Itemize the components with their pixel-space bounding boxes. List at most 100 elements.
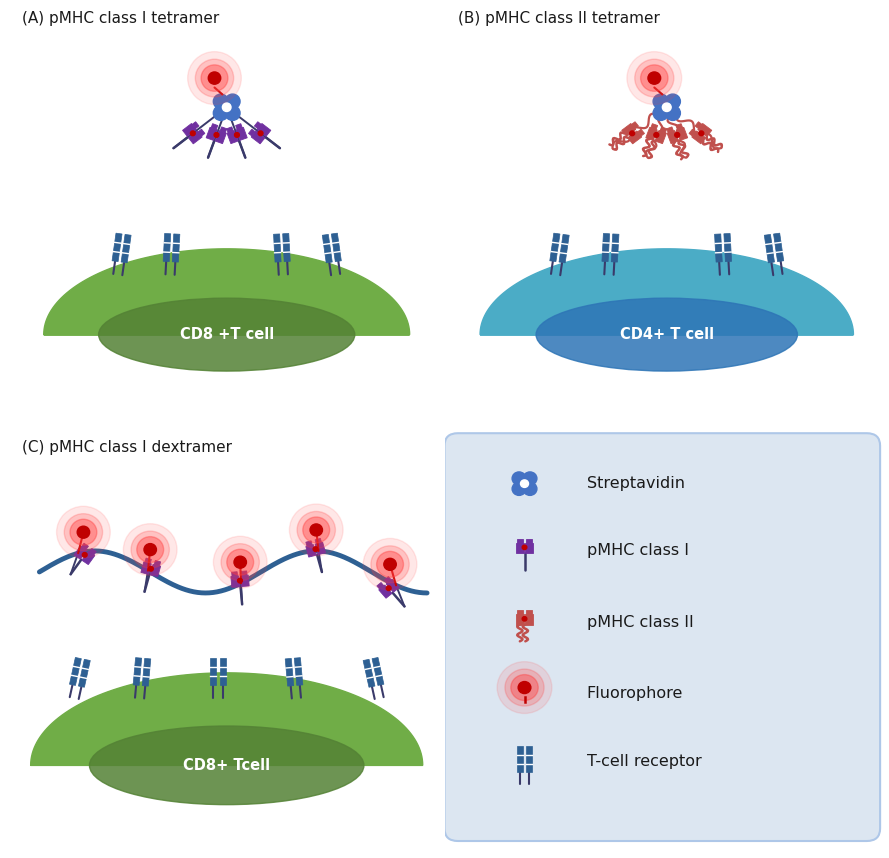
Circle shape <box>629 131 635 136</box>
Text: Fluorophore: Fluorophore <box>587 686 683 701</box>
Circle shape <box>227 549 253 575</box>
Text: pMHC class II: pMHC class II <box>587 615 693 630</box>
Circle shape <box>225 94 240 109</box>
Circle shape <box>653 94 669 109</box>
Circle shape <box>522 617 527 621</box>
Polygon shape <box>315 542 325 555</box>
Circle shape <box>222 103 231 112</box>
Circle shape <box>364 539 417 590</box>
Polygon shape <box>69 657 82 686</box>
Polygon shape <box>549 233 560 262</box>
Circle shape <box>208 72 220 84</box>
Polygon shape <box>372 657 384 686</box>
Circle shape <box>512 482 526 495</box>
Polygon shape <box>323 234 332 263</box>
Polygon shape <box>220 658 226 686</box>
Polygon shape <box>621 124 636 136</box>
Text: CD4+ T cell: CD4+ T cell <box>620 327 714 342</box>
Polygon shape <box>612 234 619 262</box>
Circle shape <box>523 472 537 485</box>
Circle shape <box>371 546 409 583</box>
Polygon shape <box>257 124 271 136</box>
Circle shape <box>521 480 528 487</box>
Polygon shape <box>667 127 674 133</box>
Polygon shape <box>332 233 341 262</box>
Polygon shape <box>676 124 683 130</box>
Ellipse shape <box>99 298 355 371</box>
Circle shape <box>131 531 170 568</box>
Polygon shape <box>133 657 141 686</box>
Polygon shape <box>526 539 532 542</box>
Polygon shape <box>306 541 312 547</box>
Circle shape <box>124 523 177 576</box>
Text: T-cell receptor: T-cell receptor <box>587 753 701 769</box>
Polygon shape <box>227 127 233 133</box>
Circle shape <box>213 536 267 588</box>
Polygon shape <box>637 130 645 136</box>
Polygon shape <box>206 127 218 141</box>
Polygon shape <box>765 234 774 263</box>
Circle shape <box>83 553 87 557</box>
Polygon shape <box>82 552 95 565</box>
Circle shape <box>518 681 531 693</box>
FancyBboxPatch shape <box>444 433 880 841</box>
Polygon shape <box>231 576 240 588</box>
Text: CD8+ Tcell: CD8+ Tcell <box>183 758 270 773</box>
Polygon shape <box>211 658 216 686</box>
Circle shape <box>201 65 228 91</box>
Circle shape <box>665 94 680 109</box>
Polygon shape <box>182 124 196 136</box>
Circle shape <box>213 94 228 109</box>
Polygon shape <box>78 659 91 687</box>
Polygon shape <box>517 610 523 614</box>
Circle shape <box>213 106 228 120</box>
Polygon shape <box>602 233 610 262</box>
Polygon shape <box>74 546 87 559</box>
Circle shape <box>699 131 704 136</box>
Polygon shape <box>192 122 199 129</box>
Circle shape <box>675 133 679 137</box>
Ellipse shape <box>90 726 364 805</box>
Polygon shape <box>379 585 392 598</box>
Polygon shape <box>140 562 151 574</box>
Polygon shape <box>525 542 533 553</box>
Polygon shape <box>480 249 853 335</box>
Circle shape <box>522 545 527 550</box>
Circle shape <box>258 131 263 136</box>
Circle shape <box>310 524 323 536</box>
Polygon shape <box>306 545 316 557</box>
Circle shape <box>144 544 156 556</box>
Polygon shape <box>526 746 532 772</box>
Polygon shape <box>44 249 410 335</box>
Circle shape <box>225 106 240 120</box>
Polygon shape <box>249 130 255 136</box>
Polygon shape <box>677 127 688 141</box>
Circle shape <box>188 51 241 105</box>
Circle shape <box>665 106 680 120</box>
Polygon shape <box>236 127 247 141</box>
Polygon shape <box>172 234 180 262</box>
Polygon shape <box>525 614 533 625</box>
Polygon shape <box>689 130 696 136</box>
Circle shape <box>64 514 102 551</box>
Polygon shape <box>655 130 667 143</box>
Polygon shape <box>198 130 204 136</box>
Polygon shape <box>164 233 171 262</box>
Polygon shape <box>215 130 227 143</box>
Circle shape <box>57 506 110 558</box>
Circle shape <box>234 556 246 568</box>
Polygon shape <box>660 127 667 133</box>
Circle shape <box>196 59 234 97</box>
Circle shape <box>512 472 526 485</box>
Circle shape <box>377 552 404 577</box>
Text: pMHC class I: pMHC class I <box>587 543 689 559</box>
Circle shape <box>235 133 239 137</box>
Circle shape <box>221 544 260 581</box>
Polygon shape <box>294 657 303 686</box>
Polygon shape <box>517 539 523 542</box>
Circle shape <box>303 517 330 543</box>
Text: (B) pMHC class II tetramer: (B) pMHC class II tetramer <box>458 10 660 26</box>
Circle shape <box>313 547 318 552</box>
Polygon shape <box>386 579 399 592</box>
Polygon shape <box>283 233 290 262</box>
